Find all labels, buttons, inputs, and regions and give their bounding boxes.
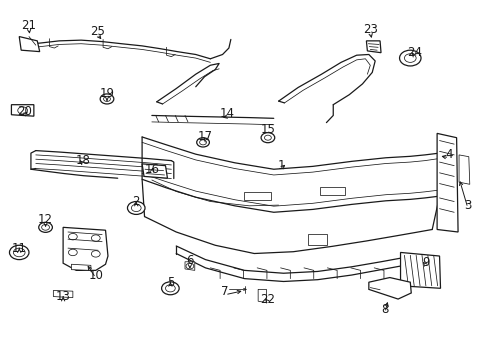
Circle shape bbox=[127, 202, 145, 215]
Text: 23: 23 bbox=[362, 23, 377, 36]
Text: 14: 14 bbox=[220, 107, 234, 120]
Circle shape bbox=[399, 50, 420, 66]
Text: 21: 21 bbox=[21, 19, 37, 32]
Bar bbox=[320, 187, 345, 195]
Text: 13: 13 bbox=[56, 290, 70, 303]
Text: 25: 25 bbox=[90, 25, 104, 38]
Text: 18: 18 bbox=[75, 154, 90, 167]
Text: 5: 5 bbox=[166, 276, 174, 289]
Text: 11: 11 bbox=[12, 242, 27, 255]
Polygon shape bbox=[258, 289, 266, 303]
Polygon shape bbox=[184, 262, 194, 270]
Bar bbox=[244, 192, 271, 200]
Text: 7: 7 bbox=[221, 285, 228, 298]
Text: 19: 19 bbox=[99, 87, 114, 100]
Text: 6: 6 bbox=[186, 254, 193, 267]
Polygon shape bbox=[366, 41, 380, 53]
Text: 17: 17 bbox=[198, 130, 213, 144]
Polygon shape bbox=[63, 227, 108, 270]
Polygon shape bbox=[53, 291, 73, 298]
Circle shape bbox=[100, 94, 114, 104]
Circle shape bbox=[39, 222, 52, 232]
Text: 4: 4 bbox=[445, 148, 452, 161]
Circle shape bbox=[261, 133, 274, 143]
Text: 8: 8 bbox=[381, 303, 388, 316]
Text: 15: 15 bbox=[260, 123, 275, 136]
Text: 22: 22 bbox=[260, 293, 275, 306]
Text: 9: 9 bbox=[421, 256, 429, 269]
Polygon shape bbox=[142, 164, 167, 178]
Text: 24: 24 bbox=[406, 46, 421, 59]
Text: 20: 20 bbox=[17, 105, 31, 118]
Polygon shape bbox=[368, 278, 410, 299]
Text: 10: 10 bbox=[88, 269, 103, 282]
Circle shape bbox=[9, 245, 29, 260]
Polygon shape bbox=[71, 264, 91, 270]
Polygon shape bbox=[458, 155, 469, 184]
Text: 16: 16 bbox=[144, 163, 159, 176]
Polygon shape bbox=[436, 134, 457, 232]
Polygon shape bbox=[11, 105, 34, 116]
Text: 3: 3 bbox=[463, 199, 470, 212]
Text: 2: 2 bbox=[132, 195, 140, 208]
Polygon shape bbox=[19, 37, 40, 51]
Bar bbox=[307, 234, 327, 244]
Polygon shape bbox=[400, 252, 440, 288]
Text: 1: 1 bbox=[277, 159, 284, 172]
Circle shape bbox=[196, 138, 209, 147]
Text: 12: 12 bbox=[38, 213, 53, 226]
Circle shape bbox=[161, 282, 179, 295]
